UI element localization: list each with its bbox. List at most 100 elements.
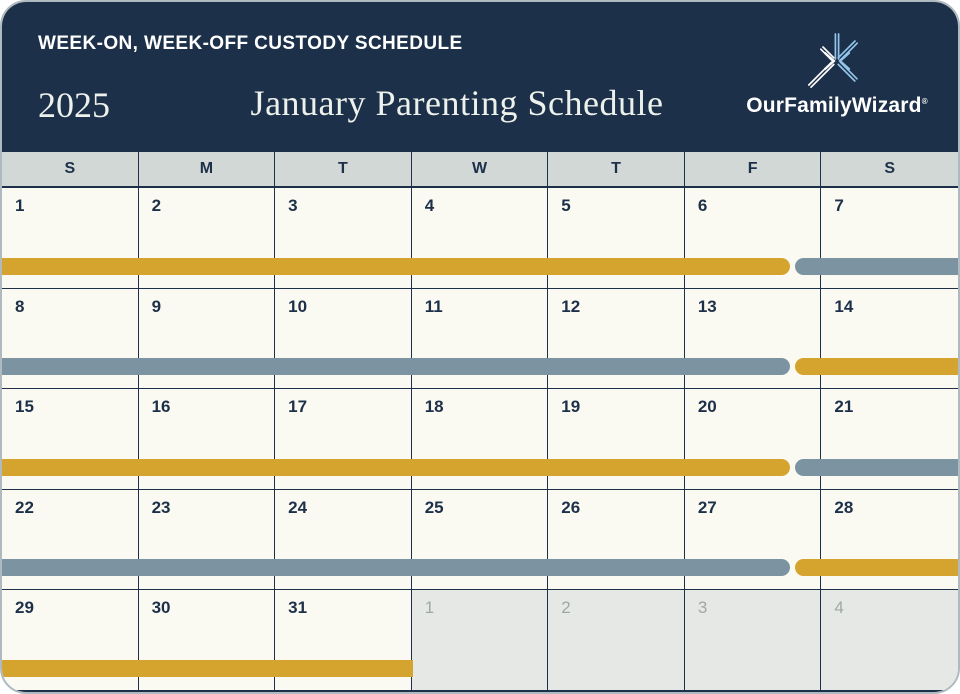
day-number: 24 xyxy=(288,497,308,517)
day-cell: 4 xyxy=(412,188,549,288)
day-number: 27 xyxy=(697,497,717,517)
custody-bar-gold xyxy=(2,458,790,476)
registered-mark: ® xyxy=(921,97,928,106)
day-cell-next-month: 2 xyxy=(548,590,685,690)
day-cell: 14 xyxy=(821,289,958,389)
day-number: 11 xyxy=(424,296,443,316)
day-cell: 6 xyxy=(685,188,822,288)
day-number: 3 xyxy=(697,598,708,618)
custody-bar-slate xyxy=(2,559,790,577)
day-cell: 19 xyxy=(548,389,685,489)
day-of-week-label: F xyxy=(685,152,822,186)
day-of-week-label: S xyxy=(884,160,896,177)
day-cell: 9 xyxy=(139,288,276,389)
day-cell: 3 xyxy=(275,188,412,288)
day-number: 25 xyxy=(424,497,444,517)
day-of-week-label: M xyxy=(139,152,276,186)
day-number: 1 xyxy=(15,196,25,215)
week-row: 8 9 10 11 12 13 14 xyxy=(2,288,958,390)
day-number: 2 xyxy=(151,196,162,215)
day-cell: 22 xyxy=(2,489,139,590)
week-cells: 15 16 17 18 19 20 21 xyxy=(2,389,958,489)
ourfamilywizard-asterisk-icon xyxy=(807,33,859,89)
day-number: 17 xyxy=(288,397,308,417)
day-number: 21 xyxy=(834,397,854,417)
day-cell-next-month: 4 xyxy=(821,590,958,690)
day-cell: 25 xyxy=(412,489,549,590)
day-number: 4 xyxy=(834,598,844,618)
day-cell: 26 xyxy=(548,489,685,590)
day-cell: 15 xyxy=(2,389,139,489)
day-number: 6 xyxy=(697,196,708,215)
day-cell: 18 xyxy=(412,389,549,489)
day-cell: 13 xyxy=(685,288,822,389)
day-number: 18 xyxy=(424,397,444,417)
day-cell-next-month: 3 xyxy=(684,590,822,690)
day-number: 4 xyxy=(424,196,435,215)
day-cell: 30 xyxy=(139,590,276,690)
week-row: 1 2 3 4 5 6 7 xyxy=(2,188,958,289)
week-cells: 1 2 3 4 5 6 7 xyxy=(2,188,958,288)
day-number: 16 xyxy=(151,397,171,417)
week-row: 29 30 31 1 2 3 4 xyxy=(2,590,958,692)
day-number: 12 xyxy=(561,296,581,316)
schedule-type-heading: WEEK-ON, WEEK-OFF CUSTODY SCHEDULE xyxy=(38,33,463,54)
week-row: 22 23 24 25 26 27 28 xyxy=(2,489,958,591)
day-cell: 27 xyxy=(685,489,822,590)
day-number: 22 xyxy=(15,497,34,517)
day-number: 15 xyxy=(15,397,34,417)
day-number: 19 xyxy=(561,397,581,417)
custody-bar-gold xyxy=(2,257,790,275)
day-cell: 1 xyxy=(2,188,139,288)
ourfamilywizard-logo: OurFamilyWizard® xyxy=(742,26,932,118)
week-row: 15 16 17 18 19 20 21 xyxy=(2,389,958,490)
calendar-weeks: 1 2 3 4 5 6 7 8 9 10 11 12 13 14 15 16 17 18 19 20 21 22 23 24 2… xyxy=(2,188,958,692)
day-cell: 10 xyxy=(275,288,412,389)
day-cell: 24 xyxy=(275,489,412,590)
day-number: 31 xyxy=(288,598,308,618)
day-of-week-label: S xyxy=(2,152,139,186)
day-cell: 29 xyxy=(2,590,139,690)
day-cell: 7 xyxy=(821,188,958,288)
custody-bar-gold xyxy=(795,559,958,577)
week-cells: 29 30 31 1 2 3 4 xyxy=(2,590,958,690)
day-cell: 8 xyxy=(2,288,139,389)
day-cell: 5 xyxy=(548,188,685,288)
day-number: 8 xyxy=(15,296,25,316)
day-number: 13 xyxy=(697,296,717,316)
day-number: 30 xyxy=(151,598,171,618)
day-number: 26 xyxy=(561,497,581,517)
day-cell: 12 xyxy=(548,288,685,389)
day-cell: 2 xyxy=(139,188,276,288)
custody-bar-slate xyxy=(795,458,958,476)
week-cells: 8 9 10 11 12 13 14 xyxy=(2,288,958,389)
day-number: 28 xyxy=(834,497,854,517)
day-cell: 31 xyxy=(275,590,412,690)
day-of-week-label: T xyxy=(275,152,412,186)
day-number: 20 xyxy=(697,397,717,417)
brand-wordmark: OurFamilyWizard® xyxy=(746,94,928,117)
day-number: 7 xyxy=(834,196,844,215)
day-cell: 17 xyxy=(275,389,412,489)
day-number: 9 xyxy=(151,296,162,316)
day-cell: 21 xyxy=(821,389,958,489)
calendar-header: WEEK-ON, WEEK-OFF CUSTODY SCHEDULE 2025 … xyxy=(2,2,958,150)
day-cell: 23 xyxy=(139,489,276,590)
day-of-week-label: T xyxy=(548,152,685,186)
day-number: 10 xyxy=(288,296,308,316)
custody-bar-slate xyxy=(795,257,958,275)
day-number: 3 xyxy=(288,196,298,215)
week-cells: 22 23 24 25 26 27 28 xyxy=(2,489,958,590)
day-cell: 20 xyxy=(685,389,822,489)
custody-bar-gold xyxy=(795,358,958,376)
day-cell: 28 xyxy=(821,490,958,590)
custody-bar-slate xyxy=(2,358,790,376)
day-of-week-label: W xyxy=(412,152,549,186)
day-cell: 11 xyxy=(412,288,549,389)
year-label: 2025 xyxy=(38,85,110,125)
day-number: 5 xyxy=(561,196,571,215)
day-number: 2 xyxy=(561,598,571,618)
day-number: 14 xyxy=(834,296,854,316)
